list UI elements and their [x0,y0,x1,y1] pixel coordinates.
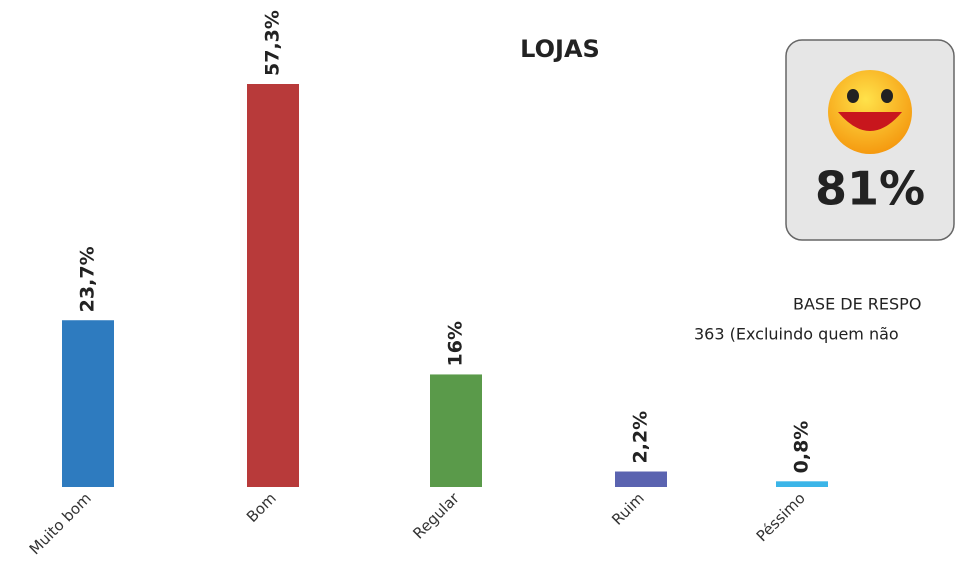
x-tick-label: Regular [409,489,463,543]
base-title: BASE DE RESPO [793,295,921,314]
value-label: 16% [445,321,467,366]
value-label: 57,3% [262,10,284,76]
x-tick-label: Ruim [608,489,648,529]
bar-shine [430,374,482,487]
bar-shine [62,320,114,487]
x-tick-label: Bom [243,489,280,526]
bar-shine [615,471,667,487]
badge-value: 81% [815,162,925,216]
bar-shine [247,84,299,487]
x-tick-label: Péssimo [753,489,809,545]
bar-shine [776,481,828,487]
mouth [838,112,902,131]
chart-title: LOJAS [520,35,600,63]
value-label: 0,8% [791,421,813,474]
base-note: 363 (Excluindo quem não [694,325,899,344]
eye [847,89,859,103]
value-label: 2,2% [630,411,652,464]
x-tick-label: Muito bom [26,489,95,558]
value-label: 23,7% [77,246,99,312]
eye [881,89,893,103]
